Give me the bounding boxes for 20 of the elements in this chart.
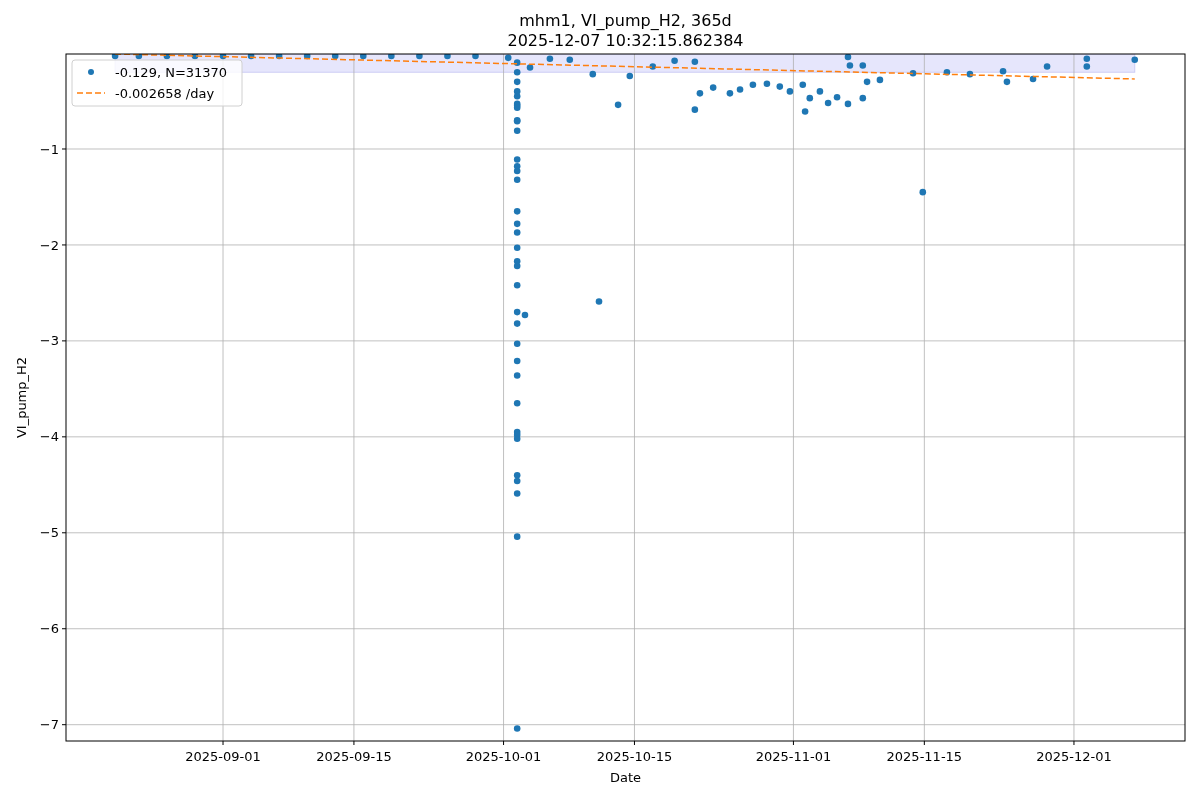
x-tick-label: 2025-11-15 — [886, 749, 963, 764]
x-tick-label: 2025-09-15 — [316, 749, 392, 764]
x-tick-label: 2025-09-01 — [185, 749, 261, 764]
y-tick-label: −1 — [39, 141, 59, 157]
x-tick-label: 2025-10-01 — [465, 749, 542, 764]
x-tick-label: 2025-11-01 — [755, 749, 832, 764]
legend-label: -0.129, N=31370 — [115, 64, 228, 80]
x-tick-label: 2025-12-01 — [1036, 749, 1112, 764]
chart-title: mhm1, VI_pump_H2, 365d — [519, 11, 732, 31]
y-tick-label: −3 — [39, 333, 59, 349]
y-tick-label: −7 — [39, 717, 59, 733]
x-axis-title: Date — [609, 770, 642, 785]
x-tick-label: 2025-10-15 — [596, 749, 673, 764]
y-tick-label: −4 — [39, 429, 59, 445]
legend-label: -0.002658 /day — [115, 85, 215, 101]
y-tick-label: −5 — [39, 525, 59, 541]
y-tick-label: −6 — [39, 621, 59, 637]
y-axis-title: VI_pump_H2 — [14, 356, 29, 439]
y-tick-label: −2 — [39, 237, 59, 253]
chart-subtitle: 2025-12-07 10:32:15.862384 — [507, 31, 744, 50]
